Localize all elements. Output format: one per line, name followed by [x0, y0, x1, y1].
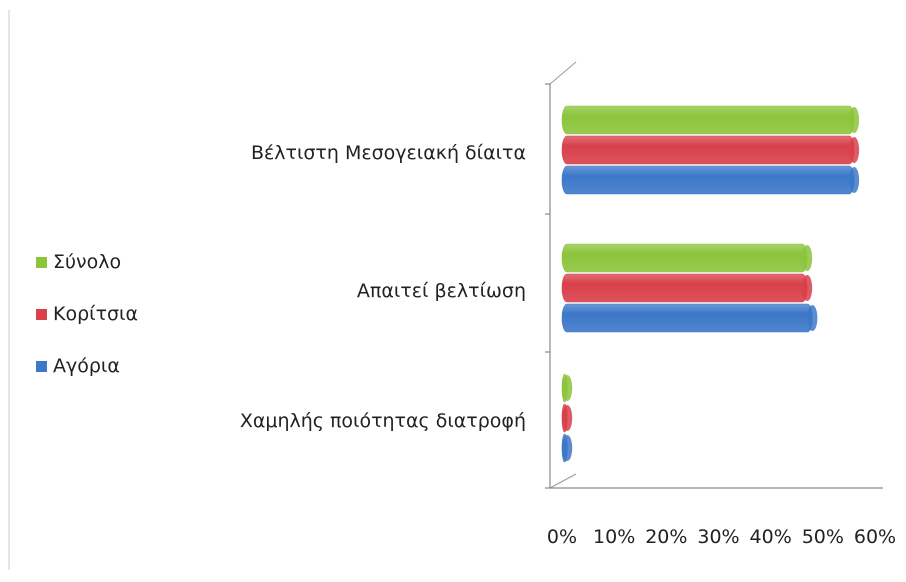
bar-Σύνολο-0: [561, 105, 855, 135]
legend: Σύνολο Κορίτσια Αγόρια: [36, 236, 138, 392]
bar-Κορίτσια-0: [561, 135, 855, 165]
x-tick-label: 60%: [854, 526, 896, 548]
bar-Αγόρια-0: [561, 165, 855, 195]
frame-divider: [8, 10, 10, 570]
legend-label-koritsia: Κορίτσια: [53, 303, 139, 325]
category-label: Βέλτιστη Μεσογειακή δίαιτα: [251, 142, 526, 164]
legend-swatch-agoria: [36, 360, 47, 372]
category-label: Απαιτεί βελτίωση: [357, 280, 526, 302]
legend-label-agoria: Αγόρια: [53, 355, 120, 377]
bar-Κορίτσια-1: [561, 273, 808, 303]
bar-cap-2-1: [807, 305, 818, 331]
depth-edge-bottom: [549, 473, 577, 489]
x-tick-label: 40%: [750, 526, 792, 548]
x-tick-label: 30%: [697, 526, 739, 548]
legend-swatch-koritsia: [36, 308, 47, 320]
bar-Σύνολο-1: [561, 243, 808, 273]
bar-cap-1-0: [849, 137, 860, 163]
bar-Αγόρια-1: [561, 303, 813, 333]
legend-label-synolo: Σύνολο: [53, 251, 122, 273]
bar-cap-0-1: [802, 245, 813, 271]
x-tick-label: 10%: [593, 526, 635, 548]
bar-cap-2-0: [849, 167, 860, 193]
bar-cap-0-2: [562, 375, 573, 401]
legend-item-koritsia: Κορίτσια: [36, 288, 138, 340]
x-tick-label: 20%: [645, 526, 687, 548]
x-tick-label: 0%: [547, 526, 577, 548]
legend-item-agoria: Αγόρια: [36, 340, 138, 392]
legend-swatch-synolo: [36, 256, 47, 268]
bar-cap-0-0: [849, 107, 860, 133]
x-tick-label: 50%: [802, 526, 844, 548]
category-label: Χαμηλής ποιότητας διατροφή: [240, 410, 526, 432]
bar-cap-1-2: [562, 405, 573, 431]
bar-cap-2-2: [562, 435, 573, 461]
depth-edge-top: [549, 61, 577, 85]
legend-item-synolo: Σύνολο: [36, 236, 138, 288]
bar-cap-1-1: [802, 275, 813, 301]
